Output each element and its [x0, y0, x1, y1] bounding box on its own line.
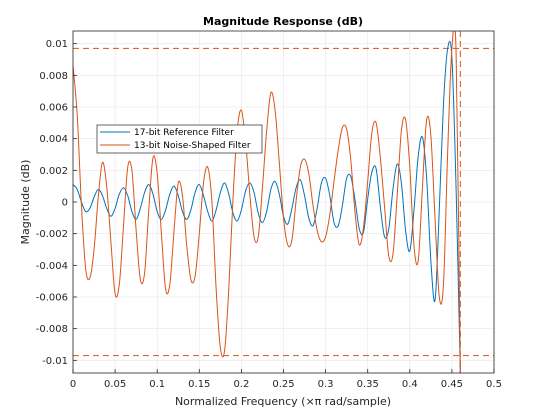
series-line-noise-shaped	[73, 31, 461, 373]
x-tick-label: 0.35	[357, 379, 379, 390]
legend-box	[96, 124, 263, 154]
x-tick-label: 0.45	[441, 379, 463, 390]
legend: 17-bit Reference Filter 13-bit Noise-Sha…	[96, 124, 263, 154]
y-tick-label: -0.006	[36, 293, 68, 304]
y-tick-label: -0.004	[36, 261, 68, 272]
y-tick-label: 0.008	[39, 71, 68, 82]
y-tick-label: 0.01	[46, 39, 68, 50]
x-axis-label: Normalized Frequency (×π rad/sample)	[175, 395, 391, 408]
x-tick-label: 0.4	[402, 379, 418, 390]
y-tick-label: -0.01	[42, 356, 68, 367]
x-tick-label: 0.25	[272, 379, 294, 390]
y-tick-label: -0.008	[36, 324, 68, 335]
x-tick-label: 0.05	[104, 379, 126, 390]
y-tick-label: 0	[62, 198, 68, 209]
x-tick-label: 0.1	[149, 379, 165, 390]
legend-label-reference: 17-bit Reference Filter	[134, 128, 234, 138]
legend-label-noise-shaped: 13-bit Noise-Shaped Filter	[134, 141, 251, 151]
axis-ticks: 0 0.05 0.1 0.15 0.2 0.25 0.3 0.35 0.4 0.45 0.5 -0.0…	[36, 39, 502, 390]
x-tick-label: 0.3	[318, 379, 334, 390]
x-tick-label: 0.15	[188, 379, 210, 390]
y-tick-label: 0.004	[39, 134, 68, 145]
x-tick-label: 0.2	[233, 379, 249, 390]
y-tick-label: -0.002	[36, 229, 68, 240]
series-lines	[73, 31, 461, 373]
reference-lines	[73, 31, 494, 373]
chart-title: Magnitude Response (dB)	[203, 15, 363, 28]
x-tick-label: 0	[70, 379, 76, 390]
series-line-reference	[73, 40, 461, 373]
y-tick-label: 0.002	[39, 166, 68, 177]
y-tick-label: 0.006	[39, 103, 68, 114]
y-axis-label: Magnitude (dB)	[19, 160, 32, 245]
x-tick-label: 0.5	[486, 379, 502, 390]
